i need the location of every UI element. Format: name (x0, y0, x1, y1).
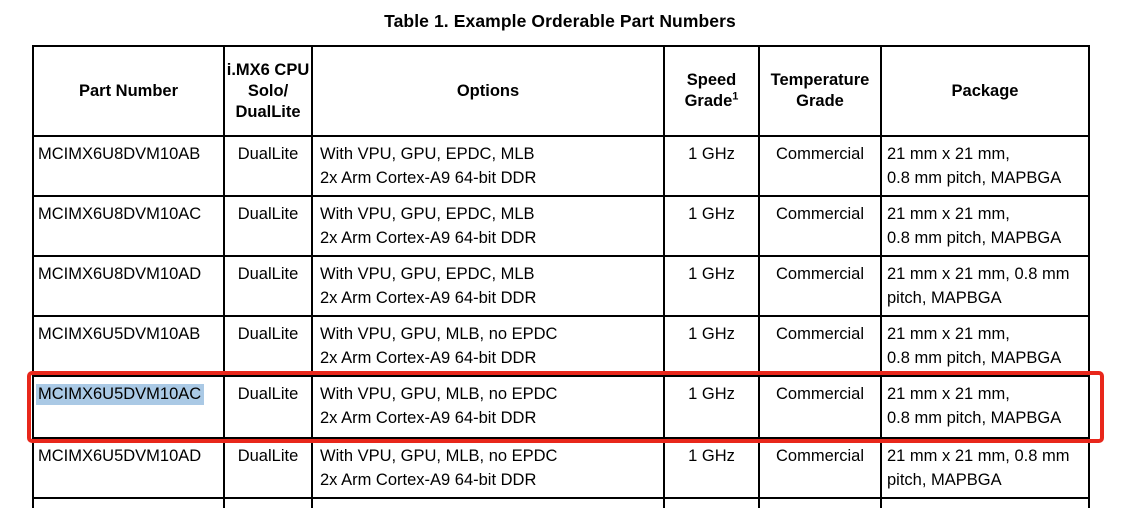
table-row-clipped: MCIMX6U6DVM10CD DualLite HDCP enabled, w… (32, 497, 1090, 508)
temperature-grade-cell: Commercial (758, 195, 882, 257)
package-cell: 21 mm x 21 mm, 0.8 mm pitch, MAPBGA (880, 315, 1090, 377)
cpu-cell: DualLite (223, 255, 313, 317)
temperature-grade-cell: Commercial (758, 375, 882, 439)
speed-grade-cell: 1 GHz (663, 135, 760, 197)
cpu-cell: DualLite (223, 195, 313, 257)
options-cell: With VPU, GPU, EPDC, MLB 2x Arm Cortex-A… (311, 135, 665, 197)
temperature-grade-cell: Commercial (758, 255, 882, 317)
header-cpu: i.MX6 CPU Solo/ DualLite (223, 45, 313, 137)
table-header-row: Part Number i.MX6 CPU Solo/ DualLite Opt… (32, 45, 1090, 137)
orderable-part-numbers-table: Part Number i.MX6 CPU Solo/ DualLite Opt… (32, 45, 1090, 508)
cpu-cell: DualLite (223, 437, 313, 499)
options-cell: With VPU, GPU, EPDC, MLB 2x Arm Cortex-A… (311, 195, 665, 257)
cpu-cell: DualLite (223, 315, 313, 377)
options-cell: With VPU, GPU, EPDC, MLB 2x Arm Cortex-A… (311, 255, 665, 317)
cpu-cell: DualLite (223, 375, 313, 439)
cpu-cell: DualLite (223, 135, 313, 197)
package-cell: 21 mm x 21 mm, (880, 497, 1090, 508)
options-cell: HDCP enabled, with VPU, GPU, MLB (311, 497, 665, 508)
part-number-cell: MCIMX6U5DVM10AD (32, 437, 225, 499)
package-cell: 21 mm x 21 mm, 0.8 mm pitch, MAPBGA (880, 255, 1090, 317)
package-cell: 21 mm x 21 mm, 0.8 mm pitch, MAPBGA (880, 195, 1090, 257)
part-number-cell: MCIMX6U6DVM10CD (32, 497, 225, 508)
part-number-cell: MCIMX6U8DVM10AD (32, 255, 225, 317)
speed-grade-cell: 1 GHz (663, 195, 760, 257)
speed-grade-cell: 1 GHz (663, 497, 760, 508)
table-row: MCIMX6U8DVM10AB DualLite With VPU, GPU, … (32, 135, 1090, 197)
part-number-cell: MCIMX6U5DVM10AC (32, 375, 225, 439)
speed-grade-cell: 1 GHz (663, 315, 760, 377)
part-number-cell: MCIMX6U5DVM10AB (32, 315, 225, 377)
text-selection-highlight[interactable]: MCIMX6U5DVM10AC (36, 384, 205, 405)
table-title: Table 1. Example Orderable Part Numbers (384, 11, 736, 31)
header-temperature-grade: Temperature Grade (758, 45, 882, 137)
speed-grade-cell: 1 GHz (663, 375, 760, 439)
temperature-grade-cell: Commercial (758, 135, 882, 197)
table-row: MCIMX6U8DVM10AD DualLite With VPU, GPU, … (32, 255, 1090, 317)
part-number-cell: MCIMX6U8DVM10AC (32, 195, 225, 257)
header-speed-grade: Speed Grade1 (663, 45, 760, 137)
header-options: Options (311, 45, 665, 137)
footnote-ref-1: 1 (732, 90, 739, 103)
speed-grade-cell: 1 GHz (663, 255, 760, 317)
table-row: MCIMX6U5DVM10AB DualLite With VPU, GPU, … (32, 315, 1090, 377)
temperature-grade-cell: Commercial (758, 497, 882, 508)
table-row-annotated: MCIMX6U5DVM10AC DualLite With VPU, GPU, … (32, 375, 1090, 439)
header-part-number: Part Number (32, 45, 225, 137)
package-cell: 21 mm x 21 mm, 0.8 mm pitch, MAPBGA (880, 135, 1090, 197)
temperature-grade-cell: Commercial (758, 315, 882, 377)
table-row: MCIMX6U5DVM10AD DualLite With VPU, GPU, … (32, 437, 1090, 499)
options-cell: With VPU, GPU, MLB, no EPDC 2x Arm Corte… (311, 437, 665, 499)
speed-grade-cell: 1 GHz (663, 437, 760, 499)
temperature-grade-cell: Commercial (758, 437, 882, 499)
cpu-cell: DualLite (223, 497, 313, 508)
header-package: Package (880, 45, 1090, 137)
table-row: MCIMX6U8DVM10AC DualLite With VPU, GPU, … (32, 195, 1090, 257)
package-cell: 21 mm x 21 mm, 0.8 mm pitch, MAPBGA (880, 375, 1090, 439)
options-cell: With VPU, GPU, MLB, no EPDC 2x Arm Corte… (311, 375, 665, 439)
part-number-cell: MCIMX6U8DVM10AB (32, 135, 225, 197)
package-cell: 21 mm x 21 mm, 0.8 mm pitch, MAPBGA (880, 437, 1090, 499)
options-cell: With VPU, GPU, MLB, no EPDC 2x Arm Corte… (311, 315, 665, 377)
